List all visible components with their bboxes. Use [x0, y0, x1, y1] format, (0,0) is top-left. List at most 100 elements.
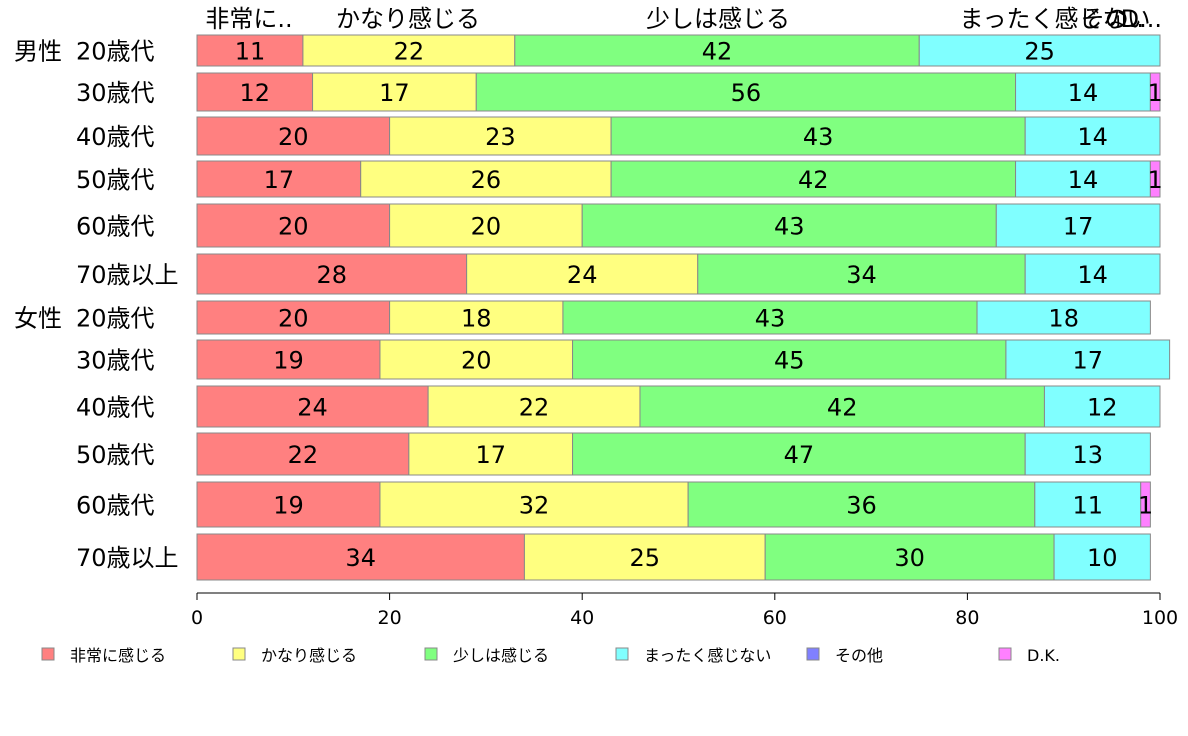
data-label: 23	[485, 123, 516, 151]
data-label: 43	[755, 305, 786, 333]
data-label: 13	[1073, 441, 1104, 469]
category-label: 30歳代	[76, 347, 155, 375]
data-label: 11	[235, 38, 266, 66]
bar-segment	[610, 116, 1026, 156]
x-tick-label: 60	[763, 607, 787, 629]
data-label: 22	[519, 394, 550, 422]
bar-segment	[1015, 160, 1151, 198]
bar-segment	[562, 300, 978, 335]
category-label: 50歳代	[76, 441, 155, 469]
header-label: D...	[1121, 5, 1162, 33]
bar-segment	[389, 300, 564, 335]
bar-segment	[1149, 160, 1161, 198]
legend-swatch	[806, 647, 820, 661]
x-tick-label: 20	[378, 607, 402, 629]
data-label: 42	[798, 166, 829, 194]
bar-segment	[360, 160, 612, 198]
data-label: 17	[264, 166, 295, 194]
data-label: 1	[1148, 79, 1163, 107]
bar-segment	[196, 481, 381, 528]
data-label: 22	[394, 38, 425, 66]
category-label: 20歳代	[76, 38, 155, 66]
bar-segment	[196, 160, 362, 198]
data-label: 28	[317, 261, 348, 289]
data-label: 22	[288, 441, 319, 469]
category-label: 60歳代	[76, 213, 155, 241]
bar-segment	[408, 432, 574, 476]
category-label: 20歳代	[76, 305, 155, 333]
legend-label: 非常に感じる	[70, 646, 166, 665]
data-label: 1	[1148, 166, 1163, 194]
category-label: 40歳代	[76, 394, 155, 422]
legend-label: D.K.	[1027, 646, 1060, 665]
bar-segment	[389, 116, 612, 156]
x-tick-label: 80	[955, 607, 979, 629]
data-label: 26	[471, 166, 502, 194]
category-label: 60歳代	[76, 492, 155, 520]
data-label: 47	[784, 441, 815, 469]
bar-segment	[995, 203, 1161, 248]
legend-swatch	[615, 647, 629, 661]
x-tick-label: 40	[570, 607, 594, 629]
bar-segment	[523, 533, 766, 581]
data-label: 43	[774, 213, 805, 241]
data-label: 17	[379, 79, 410, 107]
bar-segment	[389, 203, 583, 248]
data-label: 24	[567, 261, 598, 289]
data-label: 20	[278, 123, 309, 151]
bar-segment	[312, 72, 477, 112]
legend-label: その他	[835, 646, 883, 665]
bar-segment	[1015, 72, 1151, 112]
category-label: 30歳代	[76, 79, 155, 107]
data-label: 42	[827, 394, 858, 422]
bar-segment	[1034, 481, 1142, 528]
bar-segment	[1149, 72, 1161, 112]
bar-segment	[1024, 116, 1161, 156]
legend-label: まったく感じない	[644, 646, 771, 665]
data-label: 34	[345, 544, 376, 572]
data-label: 25	[1024, 38, 1055, 66]
data-label: 43	[803, 123, 834, 151]
data-label: 12	[240, 79, 271, 107]
bar-segment	[976, 300, 1151, 335]
bar-segment	[764, 533, 1055, 581]
data-label: 14	[1077, 261, 1108, 289]
data-label: 56	[731, 79, 762, 107]
header-label: まったく感じない	[959, 5, 1150, 33]
bar-segment	[466, 253, 699, 295]
data-label: 14	[1068, 166, 1099, 194]
data-label: 42	[702, 38, 733, 66]
legend-swatch	[232, 647, 246, 661]
category-label: 50歳代	[76, 166, 155, 194]
data-label: 17	[1073, 347, 1104, 375]
data-label: 1	[1138, 492, 1153, 520]
bar-segment	[610, 160, 1017, 198]
bar-segment	[196, 72, 314, 112]
data-label: 25	[630, 544, 661, 572]
bar-segment	[581, 203, 997, 248]
group-label: 男性	[14, 38, 62, 66]
bar-segment	[196, 34, 304, 67]
data-label: 30	[894, 544, 925, 572]
legend-swatch	[998, 647, 1012, 661]
data-label: 11	[1073, 492, 1104, 520]
x-tick-label: 0	[191, 607, 203, 629]
data-label: 17	[475, 441, 506, 469]
data-label: 18	[461, 305, 492, 333]
bar-segment	[379, 481, 689, 528]
data-label: 32	[519, 492, 550, 520]
bar-segment	[475, 72, 1017, 112]
bar-segment	[196, 339, 381, 380]
category-label: 40歳代	[76, 123, 155, 151]
group-label: 女性	[14, 305, 62, 333]
data-label: 14	[1068, 79, 1099, 107]
legend-swatch	[424, 647, 438, 661]
bar-segment	[1024, 253, 1161, 295]
bar-segment	[196, 253, 468, 295]
bar-segment	[196, 300, 391, 335]
data-label: 18	[1048, 305, 1079, 333]
legend-swatch	[41, 647, 55, 661]
data-label: 20	[278, 305, 309, 333]
x-tick-label: 100	[1142, 607, 1178, 629]
